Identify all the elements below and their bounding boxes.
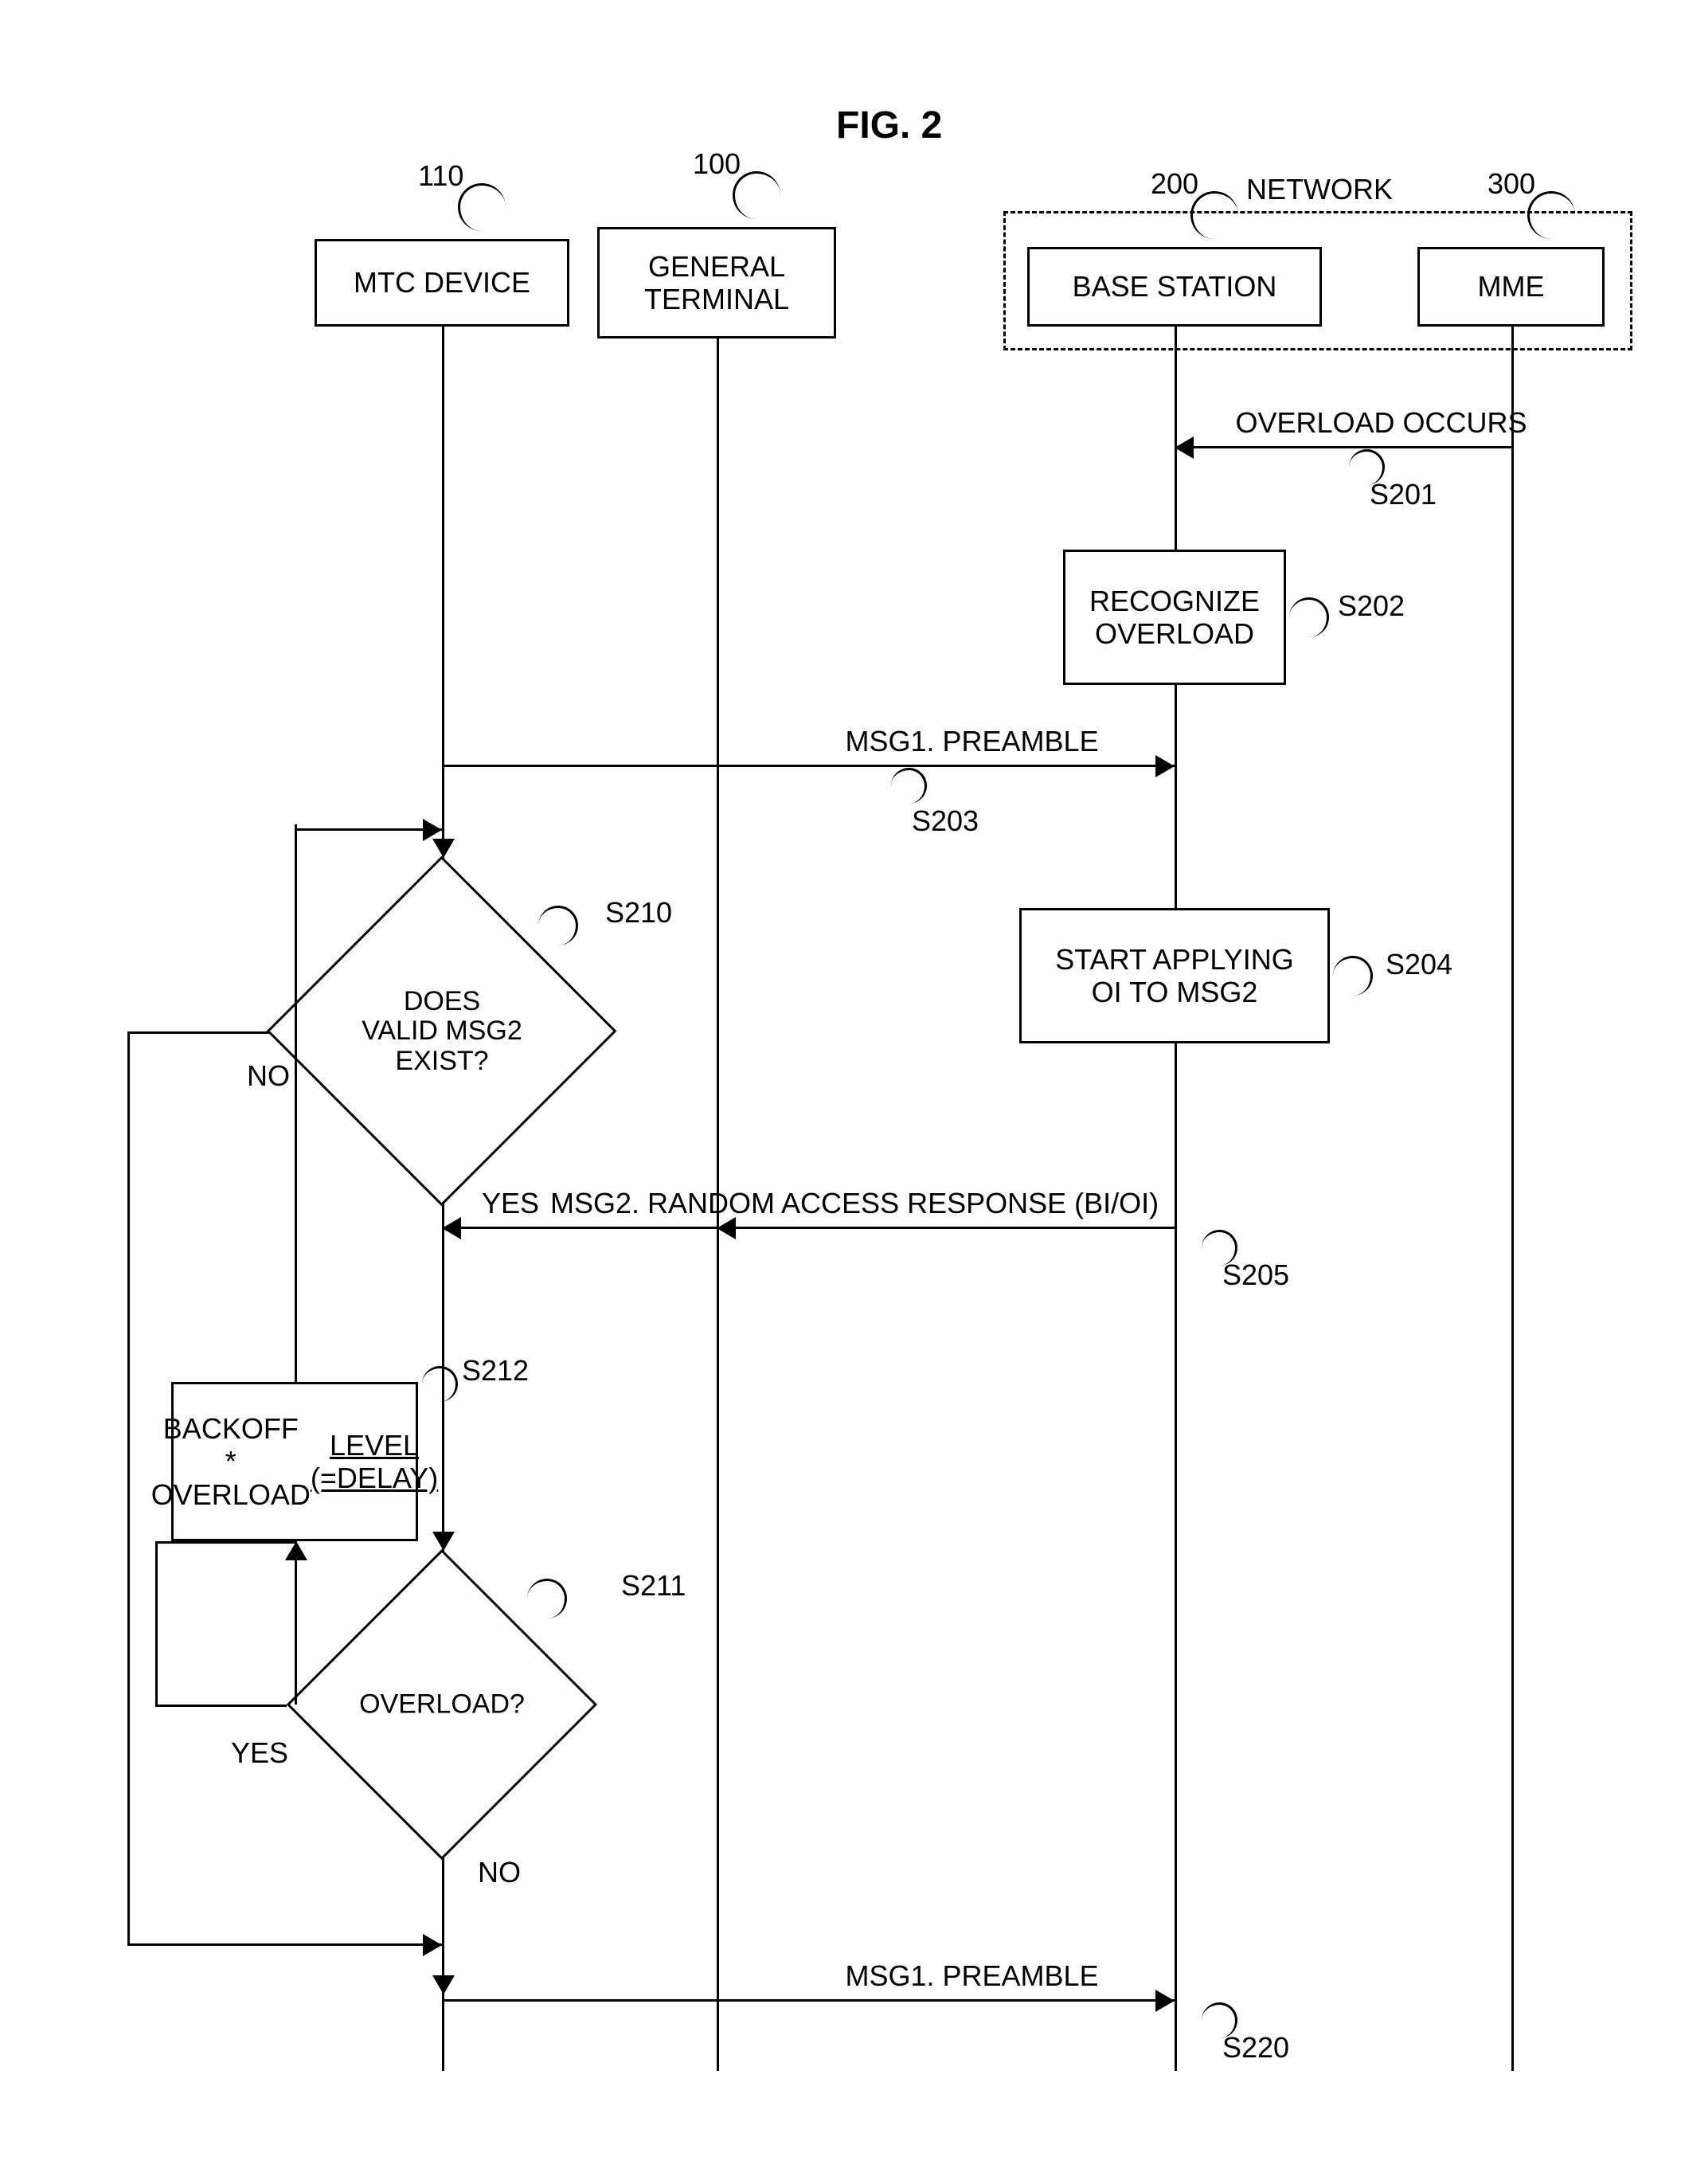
leader-step-recognize <box>1289 597 1329 637</box>
leader-step-msg1b <box>1202 2002 1237 2038</box>
leader-step-start_oi <box>1333 956 1373 996</box>
entity-id-general: 100 <box>693 147 741 181</box>
leader-base <box>1190 191 1238 239</box>
decision-valid-msg2-yes: YES <box>482 1187 539 1220</box>
leader-mtc <box>458 183 506 231</box>
leader-step-valid-msg2 <box>538 906 578 945</box>
step-valid-msg2: S210 <box>605 896 672 930</box>
yes2-v2 <box>295 1541 297 1705</box>
msg-label-msg1b: MSG1. PREAMBLE <box>846 1959 1099 1993</box>
leader-step-msg1a <box>891 768 927 804</box>
msg-overload_occurs-head <box>1175 436 1194 459</box>
step-msg1a: S203 <box>912 804 979 838</box>
leader-step-backoff <box>422 1366 458 1402</box>
no1-head <box>423 1934 442 1956</box>
leader-step-overload_occurs <box>1349 449 1385 485</box>
decision-valid-msg2-no: NO <box>247 1059 290 1093</box>
msg-msg1b-head <box>1155 1990 1175 2012</box>
msg-msg1a-ext <box>442 765 717 767</box>
leader-general <box>733 171 780 219</box>
step-recognize: S202 <box>1338 589 1405 623</box>
enter-d1 <box>432 839 455 858</box>
msg-label-msg2: MSG2. RANDOM ACCESS RESPONSE (BI/OI) <box>550 1187 1159 1220</box>
msg-overload_occurs <box>1175 446 1511 448</box>
step-backoff: S212 <box>462 1354 529 1388</box>
leader-mme <box>1527 191 1575 239</box>
msg-msg1a-head <box>1155 755 1175 777</box>
entity-general: GENERALTERMINAL <box>597 227 836 339</box>
decision-overload-yes: YES <box>231 1736 288 1770</box>
msg-msg1b <box>717 1999 1175 2002</box>
msg-label-msg1a: MSG1. PREAMBLE <box>846 725 1099 758</box>
decision-overload-no: NO <box>478 1856 521 1889</box>
entity-base: BASE STATION <box>1027 247 1322 327</box>
entity-id-mtc: 110 <box>418 159 463 193</box>
msg-msg1b-ext <box>442 1999 717 2002</box>
msg-label-overload_occurs: OVERLOAD OCCURS <box>1236 406 1527 440</box>
no2-head <box>432 1975 455 1994</box>
yes2-h0 <box>155 1541 295 1544</box>
step-msg1b: S220 <box>1222 2031 1289 2065</box>
no1-h2 <box>127 1943 442 1946</box>
step-msg2: S205 <box>1222 1258 1289 1292</box>
entity-mme: MME <box>1417 247 1605 327</box>
msg-msg2 <box>442 1227 1175 1229</box>
msg-msg1a <box>717 765 1175 767</box>
msg-msg2-head <box>442 1217 461 1239</box>
leader-step-overload <box>527 1579 567 1618</box>
msg-msg2-head2 <box>717 1217 736 1239</box>
no1-h <box>127 1031 269 1034</box>
network-group-label: NETWORK <box>1246 173 1393 206</box>
backoff-up2 <box>295 828 297 1382</box>
no1-v <box>127 1031 130 1943</box>
backoff-h <box>295 828 442 831</box>
backoff-head <box>423 819 442 841</box>
process-backoff: BACKOFF* OVERLOADLEVEL (=DELAY) <box>171 1382 418 1541</box>
step-start_oi: S204 <box>1386 948 1452 981</box>
step-overload_occurs: S201 <box>1370 478 1437 511</box>
process-start_oi: START APPLYINGOI TO MSG2 <box>1019 908 1330 1043</box>
entity-id-mme: 300 <box>1487 167 1535 201</box>
yes2-h <box>155 1705 287 1707</box>
yes2-v <box>155 1541 158 1705</box>
entity-id-base: 200 <box>1151 167 1198 201</box>
step-overload: S211 <box>621 1569 686 1603</box>
lifeline-mme <box>1511 327 1514 2071</box>
figure-title: FIG. 2 <box>836 104 942 147</box>
leader-step-msg2 <box>1202 1230 1237 1266</box>
process-recognize: RECOGNIZEOVERLOAD <box>1063 550 1286 685</box>
entity-mtc: MTC DEVICE <box>315 239 569 327</box>
arrow-yes-to-overload <box>432 1532 455 1551</box>
